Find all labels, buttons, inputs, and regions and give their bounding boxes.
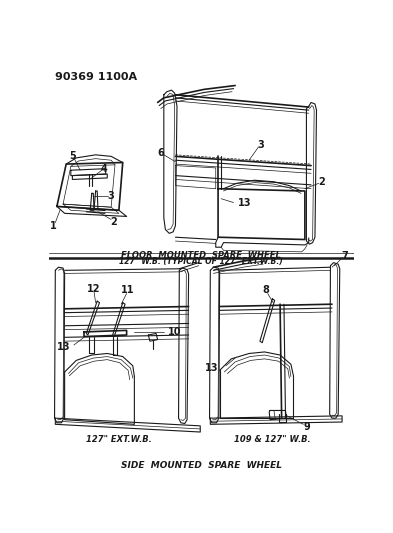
Text: 2: 2 — [319, 177, 325, 187]
Text: 13: 13 — [238, 198, 252, 207]
Text: SIDE  MOUNTED  SPARE  WHEEL: SIDE MOUNTED SPARE WHEEL — [121, 462, 281, 471]
Text: 10: 10 — [168, 327, 181, 337]
Text: 7: 7 — [341, 251, 348, 261]
Text: 13: 13 — [57, 342, 71, 352]
Text: 12: 12 — [87, 284, 101, 294]
Text: 3: 3 — [107, 191, 114, 201]
Text: 2: 2 — [110, 217, 117, 227]
Text: 9: 9 — [303, 422, 310, 432]
Text: 8: 8 — [263, 285, 270, 295]
Text: 1: 1 — [50, 221, 57, 231]
Text: 109 & 127" W.B.: 109 & 127" W.B. — [234, 435, 310, 444]
Text: 90369 1100A: 90369 1100A — [55, 71, 138, 82]
Text: 3: 3 — [257, 140, 264, 150]
Text: 5: 5 — [69, 151, 76, 160]
Text: 4: 4 — [101, 164, 108, 174]
Text: 6: 6 — [157, 148, 164, 158]
Text: 127" W.B. (TYPICAL OF 127" EXT.W.B.): 127" W.B. (TYPICAL OF 127" EXT.W.B.) — [119, 256, 283, 265]
Text: 127" EXT.W.B.: 127" EXT.W.B. — [86, 435, 152, 444]
Text: 11: 11 — [121, 285, 135, 295]
Text: FLOOR  MOUNTED  SPARE  WHEEL: FLOOR MOUNTED SPARE WHEEL — [121, 251, 281, 260]
Text: 13: 13 — [205, 363, 218, 373]
